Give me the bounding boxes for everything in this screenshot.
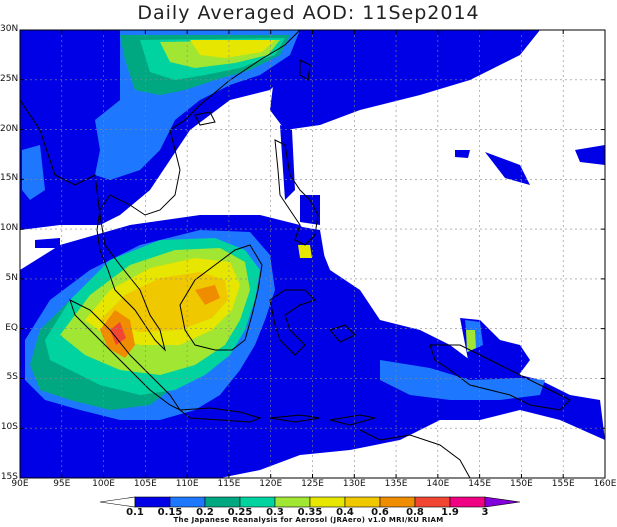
aod-region-borneo-orange: [195, 285, 220, 305]
colorbar-swatch: [484, 496, 521, 508]
aod-region-central-gold: [100, 272, 228, 332]
coastline-hainan: [194, 111, 216, 126]
aod-region-patch-blue-3: [575, 145, 605, 165]
aod-region-southeast-lightblue: [380, 360, 545, 400]
colorbar-label: 0.25: [227, 507, 253, 518]
colorbar-swatch: [274, 496, 311, 508]
lon-label: 120E: [259, 479, 283, 489]
lat-label: 25N: [0, 73, 19, 84]
axis-ticks: [19, 29, 606, 479]
lon-label: 130E: [342, 479, 366, 489]
coastline-new-guinea: [429, 344, 571, 411]
coastline-sumatra: [69, 299, 182, 412]
lat-label: 10N: [0, 223, 19, 234]
lat-label: EQ: [5, 322, 18, 333]
colorbar-swatch: [379, 496, 416, 508]
colorbar-label: 0.8: [406, 507, 424, 518]
aod-region-patch-blue-7: [35, 238, 60, 248]
coastline-maluku: [329, 324, 356, 343]
map-title: Daily Averaged AOD: 11Sep2014: [137, 2, 480, 24]
colorbar-swatch: [414, 496, 451, 508]
coastline-philippines: [274, 139, 319, 246]
lon-label: 135E: [384, 479, 408, 489]
lon-label: 100E: [92, 479, 115, 489]
colorbar-label: 3: [481, 507, 489, 518]
lon-label: 125E: [301, 479, 324, 489]
coastline-sulawesi: [269, 289, 316, 356]
colorbar-label: 0.4: [336, 507, 354, 518]
colorbar-swatch: [169, 496, 206, 508]
lat-label: 15S: [0, 472, 18, 482]
aod-region-patch-yellow: [298, 245, 312, 258]
colorbar: [99, 496, 521, 508]
lon-label: 160E: [593, 479, 617, 489]
aod-region-patch-blue-6: [300, 195, 320, 225]
credit-line: The Japanese Reanalysis for Aerosol (JRA…: [173, 516, 444, 524]
colorbar-label: 0.15: [157, 507, 183, 518]
colorbar-label: 0.1: [126, 507, 144, 518]
colorbar-swatch: [344, 496, 381, 508]
colorbar-swatch: [239, 496, 276, 508]
lon-label: 155E: [551, 479, 575, 489]
lon-label: 110E: [175, 479, 199, 489]
lon-label: 140E: [426, 479, 450, 489]
lon-label: 105E: [133, 479, 157, 489]
lon-label: 145E: [468, 479, 492, 489]
colorbar-swatch: [134, 496, 171, 508]
lon-label: 90E: [11, 479, 29, 489]
lat-label: 15N: [0, 173, 19, 184]
aod-region-sumatra-red: [110, 322, 126, 345]
lon-label: 150E: [509, 479, 533, 489]
lon-label: 95E: [53, 479, 71, 489]
colorbar-label: 1.9: [441, 507, 459, 518]
coastline-java: [178, 407, 262, 423]
colorbar-swatch: [99, 496, 136, 508]
coastline-taiwan: [299, 59, 311, 81]
aod-region-north-yellow: [190, 40, 275, 58]
colorbar-label: 0.2: [196, 507, 214, 518]
coastline-lesser-sunda: [269, 414, 321, 423]
lat-label: 10S: [0, 422, 18, 433]
coastline-australia: [359, 429, 471, 479]
lon-label: 115E: [217, 479, 241, 489]
aod-region-patch-blue-1: [455, 150, 470, 158]
colorbar-swatch: [449, 496, 486, 508]
colorbar-label: 0.35: [297, 507, 323, 518]
lat-label: 5N: [5, 272, 18, 283]
lat-label: 30N: [0, 24, 19, 34]
colorbar-swatch: [309, 496, 346, 508]
coastline-borneo: [179, 244, 263, 351]
aod-region-east-lime: [466, 330, 476, 352]
colorbar-label: 0.6: [371, 507, 389, 518]
colorbar-swatch: [204, 496, 241, 508]
aod-region-west-lightblue: [22, 145, 45, 200]
coastline-timor: [329, 414, 376, 426]
aod-region-patch-blue-2: [485, 152, 530, 185]
lat-label: 20N: [0, 123, 19, 134]
colorbar-label: 0.3: [266, 507, 284, 518]
lat-label: 5S: [6, 372, 18, 383]
